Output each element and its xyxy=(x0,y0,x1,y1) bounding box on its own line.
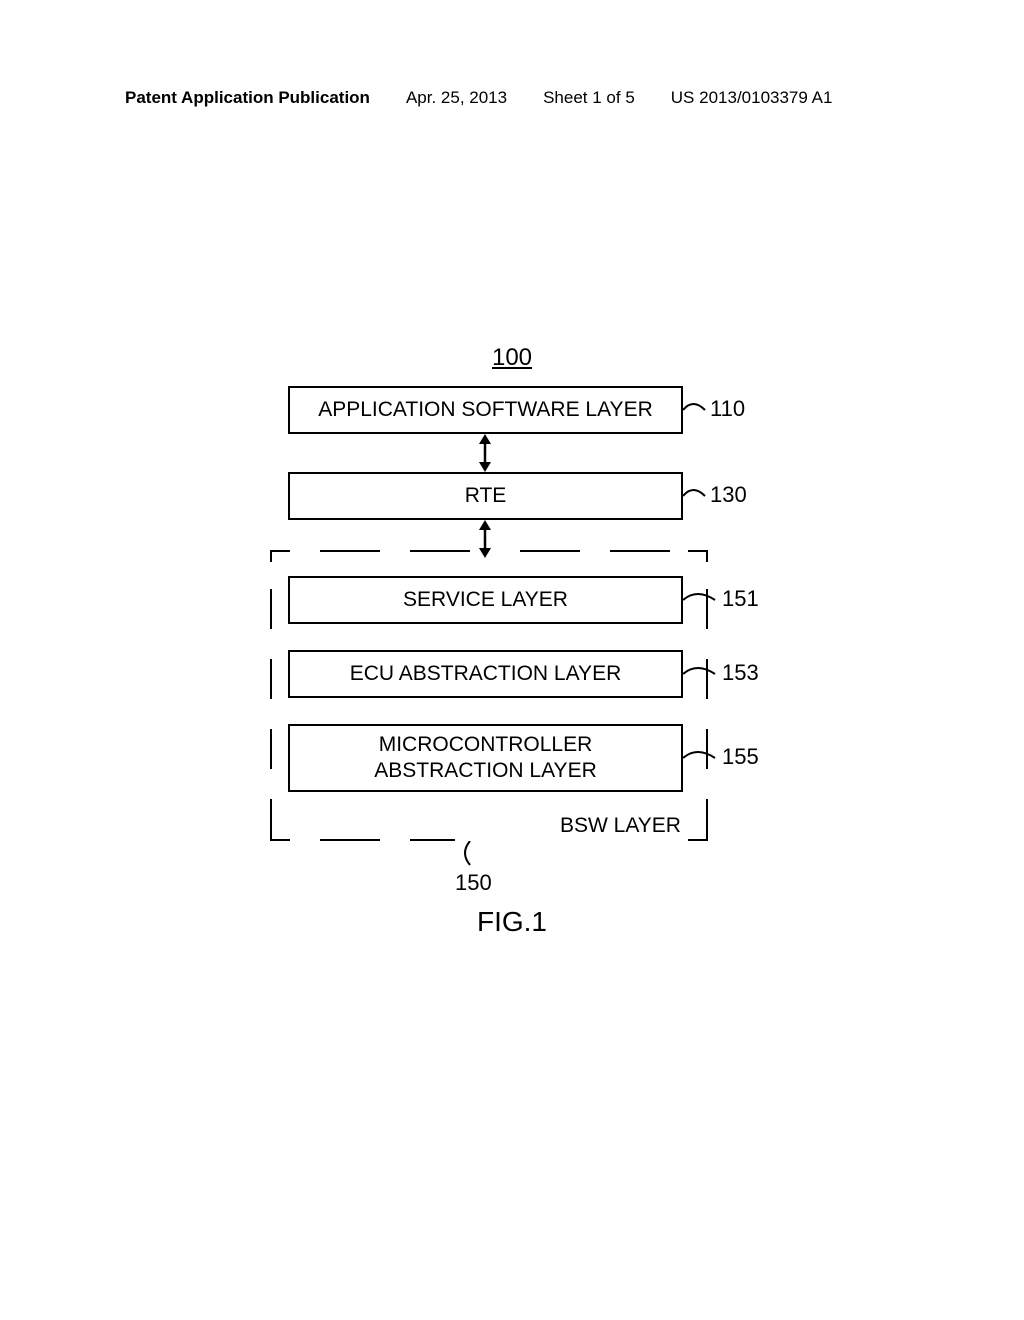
ref-130: 130 xyxy=(710,482,747,508)
ref-155: 155 xyxy=(722,744,759,770)
figure-overall-ref: 100 xyxy=(492,344,532,372)
leader-line xyxy=(683,482,713,510)
layer-box-microcontroller-abstraction: MICROCONTROLLER ABSTRACTION LAYER xyxy=(288,724,683,792)
double-arrow-icon xyxy=(475,434,495,472)
layer-label: APPLICATION SOFTWARE LAYER xyxy=(318,397,653,423)
page-header: Patent Application Publication Apr. 25, … xyxy=(125,88,916,108)
ref-151: 151 xyxy=(722,586,759,612)
layer-box-ecu-abstraction: ECU ABSTRACTION LAYER xyxy=(288,650,683,698)
leader-line xyxy=(683,396,713,424)
figure-caption: FIG.1 xyxy=(477,906,547,938)
layer-label: ECU ABSTRACTION LAYER xyxy=(350,661,622,687)
layer-box-application: APPLICATION SOFTWARE LAYER xyxy=(288,386,683,434)
header-publication: Patent Application Publication xyxy=(125,88,370,108)
leader-line xyxy=(683,660,723,688)
header-date: Apr. 25, 2013 xyxy=(406,88,507,108)
header-sheet: Sheet 1 of 5 xyxy=(543,88,635,108)
leader-line xyxy=(455,841,485,869)
layer-box-rte: RTE xyxy=(288,472,683,520)
leader-line xyxy=(683,744,723,772)
layer-box-service: SERVICE LAYER xyxy=(288,576,683,624)
layer-label: SERVICE LAYER xyxy=(403,587,568,613)
ref-110: 110 xyxy=(710,396,745,422)
ref-150: 150 xyxy=(455,870,492,896)
ref-153: 153 xyxy=(722,660,759,686)
layer-label: MICROCONTROLLER ABSTRACTION LAYER xyxy=(374,732,597,785)
header-pubno: US 2013/0103379 A1 xyxy=(671,88,833,108)
layer-label: RTE xyxy=(465,483,507,509)
double-arrow-icon xyxy=(475,520,495,558)
leader-line xyxy=(683,586,723,614)
bsw-layer-label: BSW LAYER xyxy=(560,814,681,838)
